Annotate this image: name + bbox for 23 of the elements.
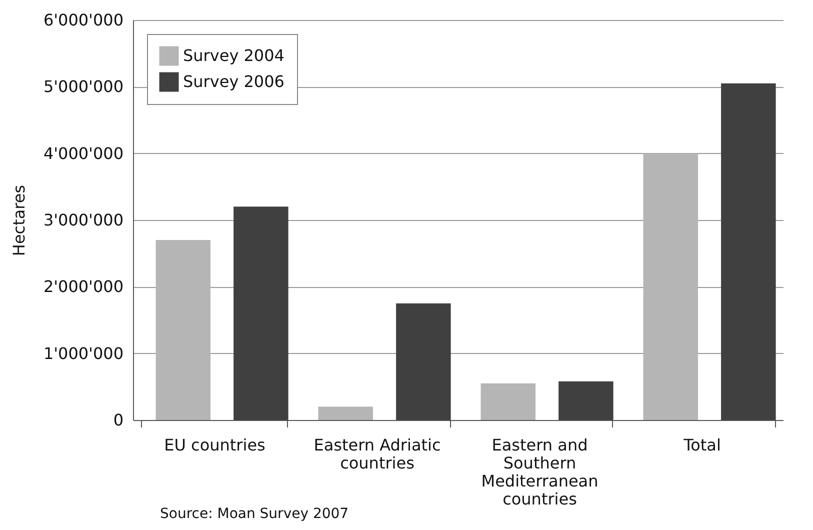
y-tick-label: 1'000'000 bbox=[43, 344, 124, 363]
y-tick-label: 0 bbox=[113, 410, 124, 430]
bar bbox=[318, 406, 374, 420]
bar bbox=[234, 206, 288, 420]
bar bbox=[558, 381, 614, 420]
x-tick-label: Total bbox=[682, 436, 721, 454]
bar bbox=[643, 153, 698, 420]
y-tick-label: 5'000'000 bbox=[43, 77, 124, 96]
y-tick-label: 3'000'000 bbox=[43, 210, 124, 230]
bar bbox=[156, 240, 211, 420]
bar bbox=[480, 383, 536, 420]
bar bbox=[396, 303, 451, 420]
y-tick-label: 6'000'000 bbox=[43, 10, 124, 30]
x-tick-label: Eastern and Southern Mediterranean countries bbox=[481, 436, 598, 508]
y-tick-label: 4'000'000 bbox=[43, 144, 124, 163]
x-tick-label: EU countries bbox=[164, 436, 266, 454]
legend-label: Survey 2006 bbox=[183, 72, 284, 91]
legend-label: Survey 2004 bbox=[183, 46, 284, 65]
y-tick-label: 2'000'000 bbox=[43, 277, 124, 296]
y-axis-title: Hectares bbox=[9, 184, 28, 256]
source-note: Source: Moan Survey 2007 bbox=[160, 506, 349, 522]
x-tick-label: Eastern Adriatic countries bbox=[314, 436, 441, 472]
bar bbox=[721, 83, 776, 420]
